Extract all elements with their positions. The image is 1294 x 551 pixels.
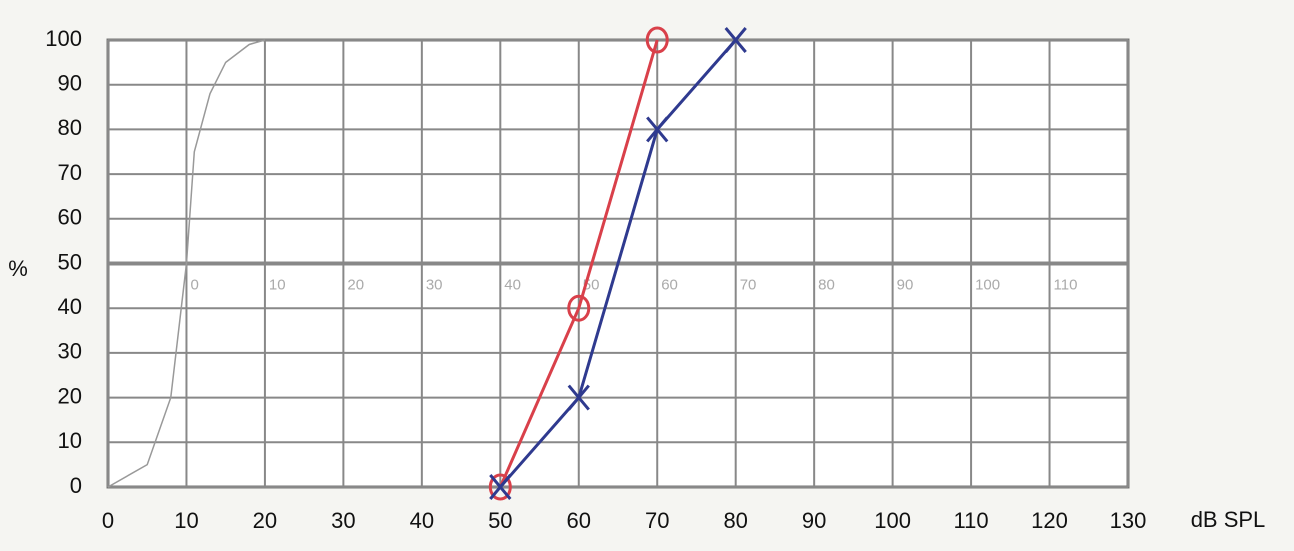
x-tick-label: 0	[102, 508, 114, 533]
chart: % dB SPL 0102030405060708090100010203040…	[0, 0, 1294, 551]
y-tick-label: 70	[58, 160, 82, 185]
x-tick-label: 90	[802, 508, 826, 533]
inner-scale-label: 20	[347, 276, 364, 293]
inner-scale-label: 10	[269, 276, 286, 293]
inner-scale-label: 110	[1054, 276, 1078, 293]
x-tick-label: 100	[874, 508, 911, 533]
inner-scale-label: 30	[426, 276, 443, 293]
inner-scale-label: 70	[740, 276, 757, 293]
y-tick-label: 40	[58, 294, 82, 319]
x-axis-label: dB SPL	[1191, 507, 1266, 532]
inner-scale-label: 0	[190, 276, 198, 293]
inner-scale-label: 80	[818, 276, 835, 293]
inner-scale-label: 90	[897, 276, 914, 293]
y-tick-label: 0	[70, 473, 82, 498]
x-tick-label: 70	[645, 508, 669, 533]
x-tick-label: 60	[567, 508, 591, 533]
x-tick-label: 80	[723, 508, 747, 533]
x-tick-label: 110	[954, 508, 989, 533]
x-tick-label: 130	[1110, 508, 1147, 533]
inner-scale-label: 60	[661, 276, 678, 293]
page: {"chart_data": {"type": "line", "x_label…	[0, 0, 1294, 551]
y-tick-label: 90	[58, 71, 82, 96]
x-tick-label: 50	[488, 508, 512, 533]
x-tick-label: 10	[174, 508, 198, 533]
x-tick-label: 20	[253, 508, 277, 533]
x-tick-label: 120	[1031, 508, 1068, 533]
y-tick-label: 100	[45, 26, 82, 51]
x-tick-label: 40	[410, 508, 434, 533]
y-tick-label: 60	[58, 205, 82, 230]
inner-scale-label: 100	[975, 276, 1000, 293]
y-tick-label: 50	[58, 249, 82, 274]
y-tick-label: 10	[58, 428, 82, 453]
x-tick-label: 30	[331, 508, 355, 533]
inner-scale-label: 40	[504, 276, 521, 293]
y-axis-label: %	[8, 256, 28, 281]
y-tick-label: 20	[58, 383, 82, 408]
y-tick-label: 80	[58, 115, 82, 140]
y-tick-label: 30	[58, 339, 82, 364]
